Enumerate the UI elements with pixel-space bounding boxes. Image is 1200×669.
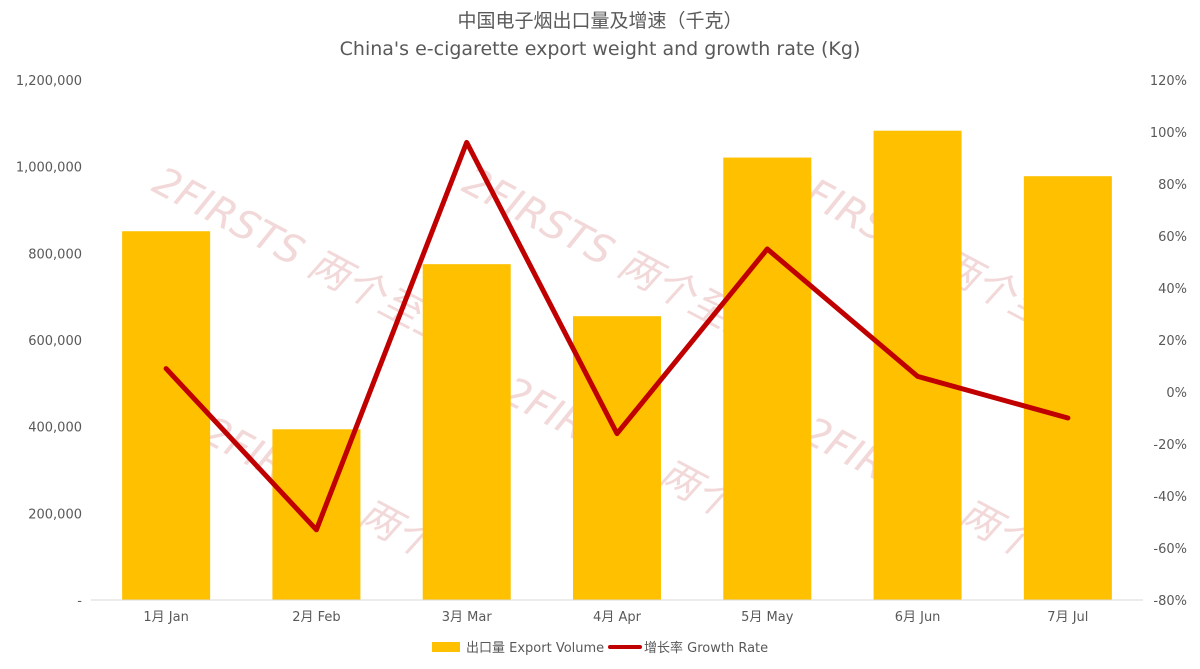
right-axis-tick-label: 40% [1158,282,1187,297]
x-axis-tick-label: 2月 Feb [292,610,340,625]
left-axis-ticks: - 200,000 400,000 600,000 800,000 1,000,000 1,… [16,74,82,609]
export-volume-bar [422,264,511,600]
left-axis-tick-label: 800,000 [28,247,82,262]
x-axis-tick-label: 1月 Jan [143,610,188,625]
export-volume-bar [122,231,211,600]
right-axis-tick-label: 100% [1150,126,1187,141]
legend-bar-label: 出口量 Export Volume [466,641,604,656]
left-axis-tick-label: 1,200,000 [16,74,82,89]
right-axis-ticks: -80% -60% -40% -20% 0% 20% 40% 60% 80% 100% 120% [1150,74,1187,609]
line-series [163,139,1071,533]
left-axis-tick-label: 200,000 [28,507,82,522]
x-axis-tick-label: 3月 Mar [442,610,493,625]
export-volume-bar [873,130,962,600]
legend-line-label: 增长率 Growth Rate [644,640,768,656]
left-axis-tick-label: - [77,594,82,609]
right-axis-tick-label: 0% [1166,386,1187,401]
left-axis-tick-label: 1,000,000 [16,161,82,176]
left-axis-tick-label: 600,000 [28,334,82,349]
left-axis-tick-label: 400,000 [28,421,82,436]
export-volume-bar [1023,176,1112,600]
right-axis-tick-label: 80% [1158,178,1187,193]
right-axis-tick-label: -20% [1153,438,1187,453]
x-axis-ticks: 1月 Jan 2月 Feb 3月 Mar 4月 Apr 5月 May 6月 Jun 7月 J… [143,610,1088,625]
x-axis-tick-label: 4月 Apr [593,610,642,625]
x-axis-tick-label: 7月 Jul [1047,610,1088,625]
right-axis-tick-label: -40% [1153,490,1187,505]
chart-subtitle: China's e-cigarette export weight and gr… [340,38,861,60]
right-axis-tick-label: 20% [1158,334,1187,349]
legend: 出口量 Export Volume 增长率 Growth Rate [432,640,768,656]
chart-title: 中国电子烟出口量及增速（千克） [457,10,742,32]
right-axis-tick-label: -80% [1153,594,1187,609]
bar-series [122,130,1112,601]
export-volume-bar [723,157,812,601]
right-axis-tick-label: 120% [1150,74,1187,89]
right-axis-tick-label: 60% [1158,230,1187,245]
x-axis-tick-label: 6月 Jun [895,610,941,625]
right-axis-tick-label: -60% [1153,542,1187,557]
x-axis-tick-label: 5月 May [741,610,794,625]
export-volume-bar [573,316,661,600]
legend-bar-swatch [432,642,460,652]
